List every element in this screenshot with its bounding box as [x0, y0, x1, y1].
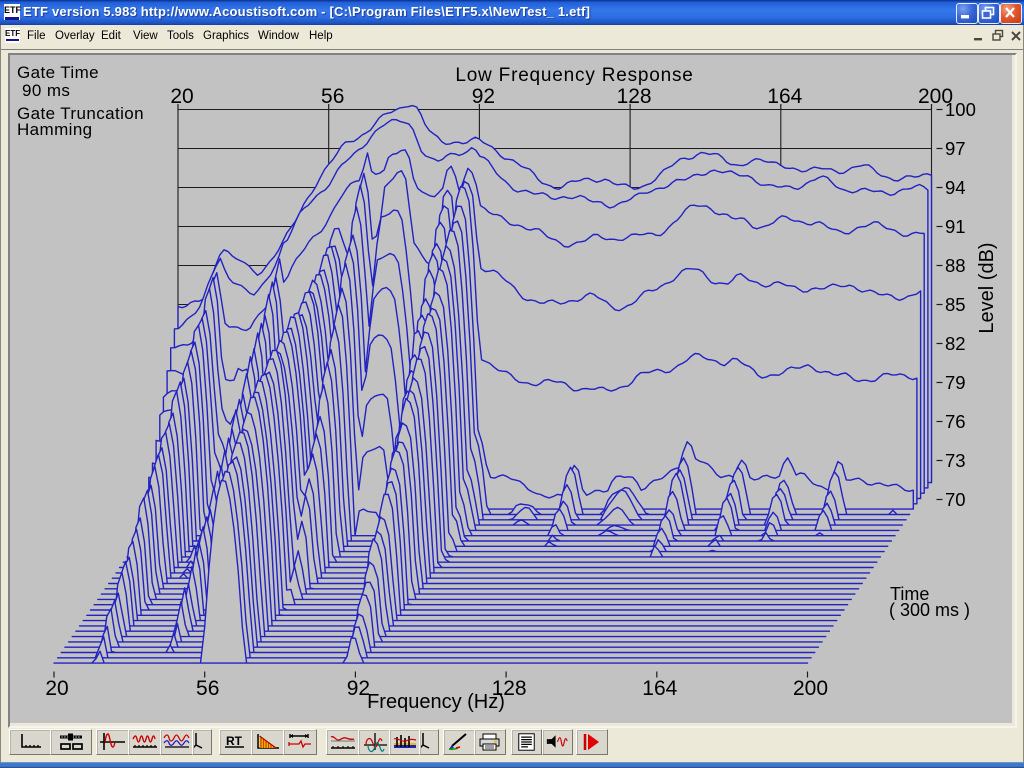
svg-text:Frequency (Hz): Frequency (Hz) [367, 691, 505, 713]
svg-text:128: 128 [492, 677, 527, 700]
svg-text:128: 128 [617, 85, 652, 108]
svg-text:100: 100 [945, 99, 976, 120]
svg-text:90 ms: 90 ms [22, 81, 70, 100]
svg-text:Level (dB): Level (dB) [976, 242, 998, 333]
svg-text:73: 73 [945, 450, 966, 471]
svg-text:RT: RT [226, 734, 243, 748]
svg-text:164: 164 [642, 677, 677, 700]
svg-text:164: 164 [767, 85, 802, 108]
svg-text:76: 76 [945, 411, 966, 432]
svg-text:91: 91 [945, 216, 966, 237]
svg-text:85: 85 [945, 294, 966, 315]
svg-text:79: 79 [945, 372, 966, 393]
svg-text:Time: Time [890, 584, 929, 604]
svg-text:Hamming: Hamming [17, 120, 93, 139]
svg-text:20: 20 [45, 677, 68, 700]
svg-text:200: 200 [793, 677, 828, 700]
svg-text:Gate Time: Gate Time [17, 63, 99, 82]
svg-text:( 300 ms ): ( 300 ms ) [889, 600, 970, 620]
svg-text:Low Frequency Response: Low Frequency Response [455, 65, 693, 86]
svg-text:56: 56 [196, 677, 219, 700]
svg-text:200: 200 [918, 85, 953, 108]
svg-text:56: 56 [321, 85, 344, 108]
svg-text:92: 92 [472, 85, 495, 108]
svg-text:92: 92 [347, 677, 370, 700]
svg-text:82: 82 [945, 333, 966, 354]
svg-text:Gate Truncation: Gate Truncation [17, 104, 144, 123]
svg-text:97: 97 [945, 138, 966, 159]
svg-text:88: 88 [945, 255, 966, 276]
svg-text:20: 20 [170, 85, 193, 108]
svg-text:94: 94 [945, 177, 966, 198]
svg-text:70: 70 [945, 489, 966, 510]
